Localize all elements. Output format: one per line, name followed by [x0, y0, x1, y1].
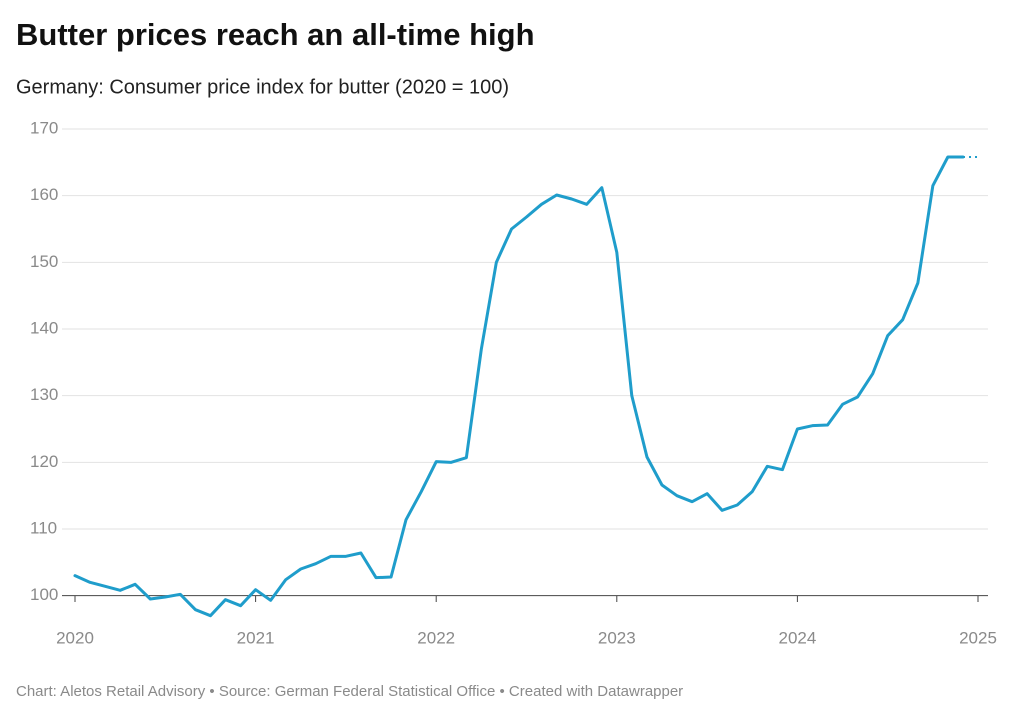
x-tick-label: 2023	[598, 628, 636, 647]
x-tick-label: 2020	[56, 628, 94, 647]
chart-title: Butter prices reach an all-time high	[16, 17, 535, 52]
chart-source: Chart: Aletos Retail Advisory • Source: …	[16, 683, 683, 700]
x-tick-label: 2022	[417, 628, 455, 647]
y-tick-label: 120	[30, 452, 58, 471]
x-tick-label: 2024	[778, 628, 816, 647]
y-tick-label: 160	[30, 185, 58, 204]
chart-subtitle: Germany: Consumer price index for butter…	[16, 76, 509, 98]
x-tick-label: 2021	[237, 628, 275, 647]
line	[73, 155, 965, 618]
y-tick-label: 170	[30, 118, 58, 137]
y-tick-label: 110	[30, 518, 57, 537]
x-tick-label: 2025	[959, 628, 997, 647]
y-tick-label: 140	[30, 318, 58, 337]
y-tick-label: 100	[30, 585, 58, 604]
y-tick-label: 150	[30, 252, 58, 271]
y-tick-label: 130	[30, 385, 58, 404]
